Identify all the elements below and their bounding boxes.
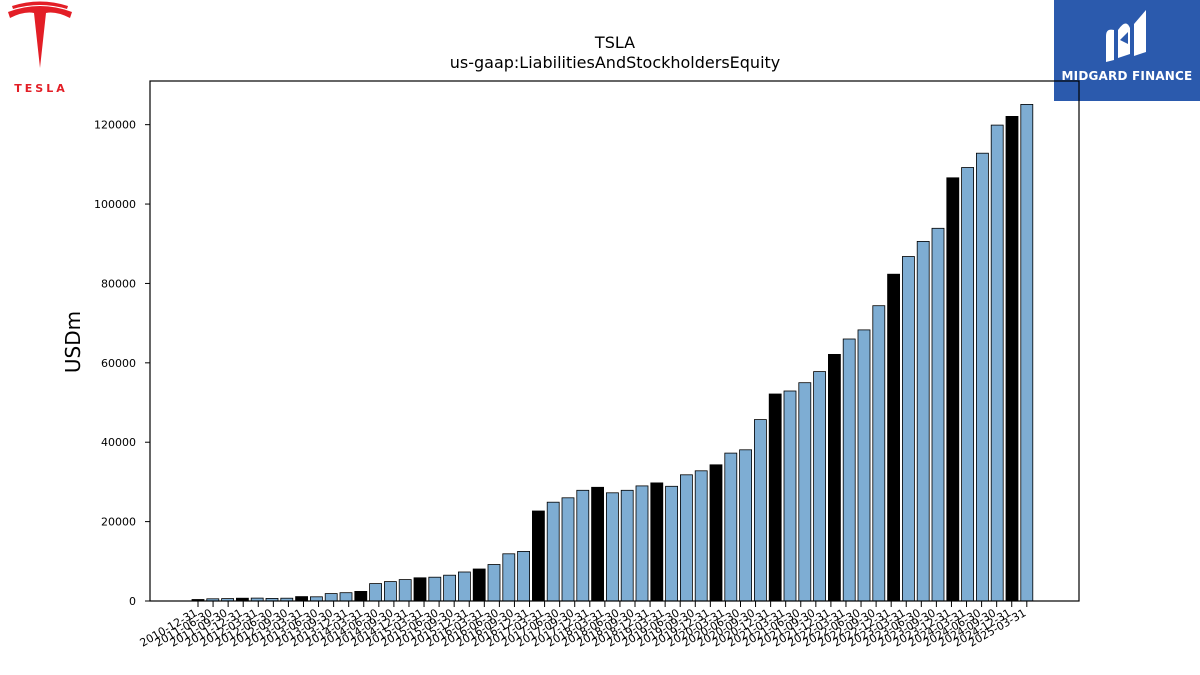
bar <box>635 485 649 602</box>
bar <box>961 167 974 602</box>
bar <box>472 568 486 602</box>
bar <box>339 592 353 602</box>
bar <box>709 464 723 602</box>
bar <box>532 510 545 602</box>
bar <box>694 470 708 602</box>
y-tick-label: 0 <box>129 595 136 608</box>
plot-frame <box>149 80 1080 602</box>
bar <box>665 485 678 602</box>
bar <box>457 571 471 602</box>
bar <box>443 574 457 602</box>
y-tick-label: 20000 <box>101 516 136 529</box>
bar <box>546 501 560 602</box>
y-tick-label: 120000 <box>94 119 136 132</box>
bar <box>428 576 442 602</box>
bar <box>413 577 427 602</box>
bar <box>768 393 782 602</box>
bar <box>576 489 590 602</box>
bar <box>724 452 738 602</box>
bar <box>354 591 368 602</box>
bar <box>502 553 516 602</box>
bar <box>620 489 634 602</box>
bar <box>1020 104 1034 602</box>
bar <box>309 596 323 602</box>
y-tick-label: 80000 <box>101 277 136 290</box>
bar <box>398 579 412 602</box>
bar <box>680 474 693 602</box>
bar <box>369 583 383 602</box>
y-axis-ticks: 0 20000 40000 60000 80000 100000 120000 <box>94 119 150 608</box>
bar <box>990 124 1004 602</box>
bar <box>783 390 797 602</box>
bar <box>383 581 397 602</box>
bar <box>517 551 530 602</box>
chart-title: TSLA <box>594 33 635 52</box>
bar <box>902 256 915 602</box>
bar <box>976 152 989 602</box>
bar <box>798 382 812 602</box>
bar <box>561 497 575 602</box>
bar <box>1005 116 1019 602</box>
tesla-logo: TESLA <box>0 0 82 100</box>
bar <box>591 486 604 602</box>
chart-subtitle: us-gaap:LiabilitiesAndStockholdersEquity <box>450 53 781 72</box>
bar <box>754 419 767 602</box>
bar <box>857 329 871 602</box>
bar <box>295 596 309 602</box>
bar <box>606 492 619 602</box>
y-axis-label: USDm <box>61 311 85 373</box>
bar <box>946 177 960 602</box>
bar <box>324 593 338 602</box>
bar <box>650 482 664 602</box>
midgard-m-icon <box>1106 10 1146 63</box>
bar <box>887 273 900 602</box>
tesla-t-icon <box>8 1 72 68</box>
y-tick-label: 40000 <box>101 436 136 449</box>
bar <box>813 371 826 602</box>
y-tick-label: 100000 <box>94 198 136 211</box>
midgard-finance-logo: MIDGARD FINANCE <box>1054 0 1200 101</box>
tesla-wordmark: TESLA <box>14 82 68 95</box>
bar <box>828 353 841 602</box>
bar <box>872 305 886 602</box>
bar <box>931 227 945 602</box>
y-tick-label: 60000 <box>101 357 136 370</box>
bars-group <box>191 104 1034 602</box>
bar <box>739 449 752 602</box>
bar <box>842 338 856 602</box>
bar <box>487 564 501 602</box>
x-axis-ticks: 2010-12-312011-06-302011-09-302011-12-31… <box>138 601 1028 650</box>
bar <box>916 240 930 602</box>
midgard-wordmark: MIDGARD FINANCE <box>1061 69 1193 83</box>
